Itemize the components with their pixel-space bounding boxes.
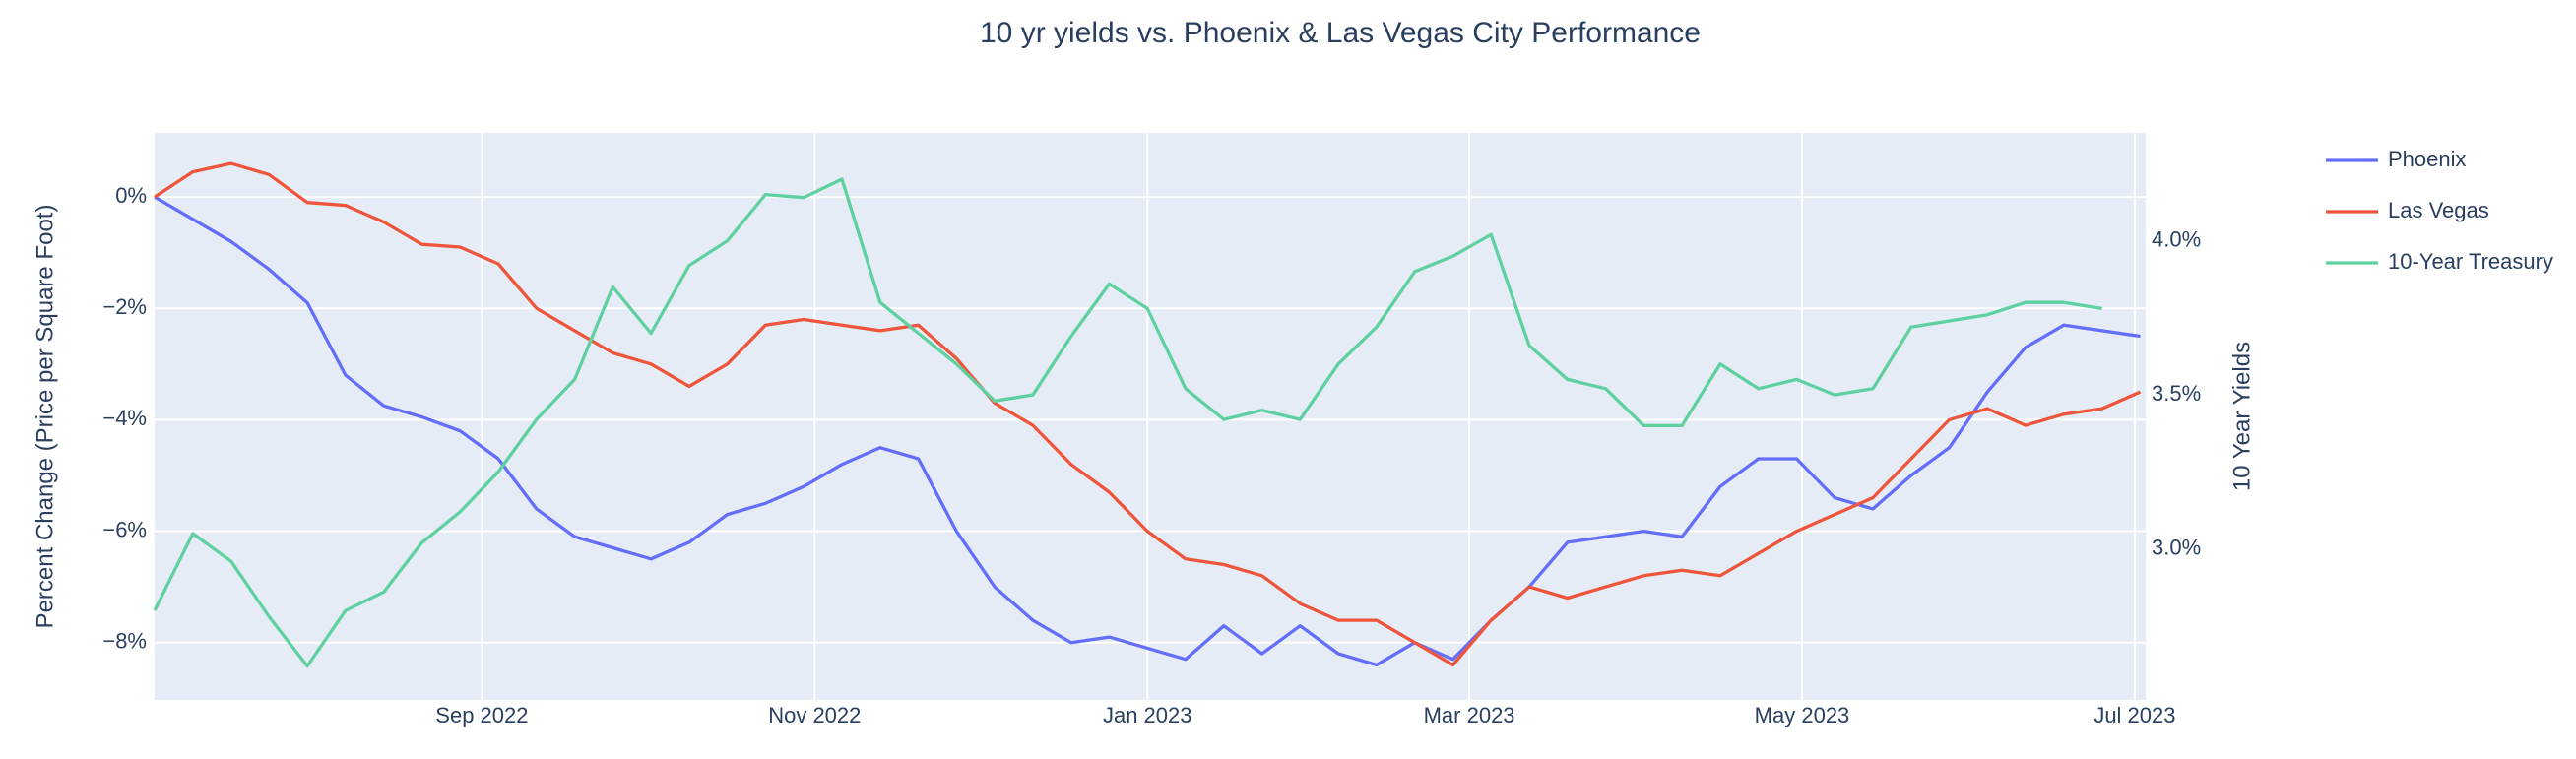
y2-tick-label: 3.0% xyxy=(2152,535,2201,559)
series-line xyxy=(154,161,2142,667)
x-tick-label: Jan 2023 xyxy=(1103,703,1192,727)
y-tick-label: 0% xyxy=(115,183,147,208)
series-line xyxy=(153,177,2102,668)
x-tick-label: Sep 2022 xyxy=(435,703,528,727)
x-tick-label: Nov 2022 xyxy=(768,703,861,727)
y2-tick-label: 4.0% xyxy=(2152,226,2201,251)
x-tick-label: May 2023 xyxy=(1755,703,1850,727)
x-tick-label: Jul 2023 xyxy=(2093,703,2175,727)
y2-tick-label: 3.5% xyxy=(2152,381,2201,406)
y-axis-title: Percent Change (Price per Square Foot) xyxy=(32,205,58,629)
x-tick-label: Mar 2023 xyxy=(1424,703,1515,727)
y-tick-label: −8% xyxy=(102,629,147,654)
series-line xyxy=(154,195,2141,667)
y-tick-label: −2% xyxy=(102,294,147,319)
chart-title: 10 yr yields vs. Phoenix & Las Vegas Cit… xyxy=(980,17,1701,49)
plot-area xyxy=(155,133,2146,700)
y-tick-label: −6% xyxy=(102,517,147,541)
y2-axis-title: 10 Year Yields xyxy=(2228,342,2255,491)
legend-label: Phoenix xyxy=(2388,147,2467,171)
y-tick-label: −4% xyxy=(102,406,147,430)
legend-label: Las Vegas xyxy=(2388,198,2489,222)
legend-label: 10-Year Treasury xyxy=(2388,249,2553,274)
